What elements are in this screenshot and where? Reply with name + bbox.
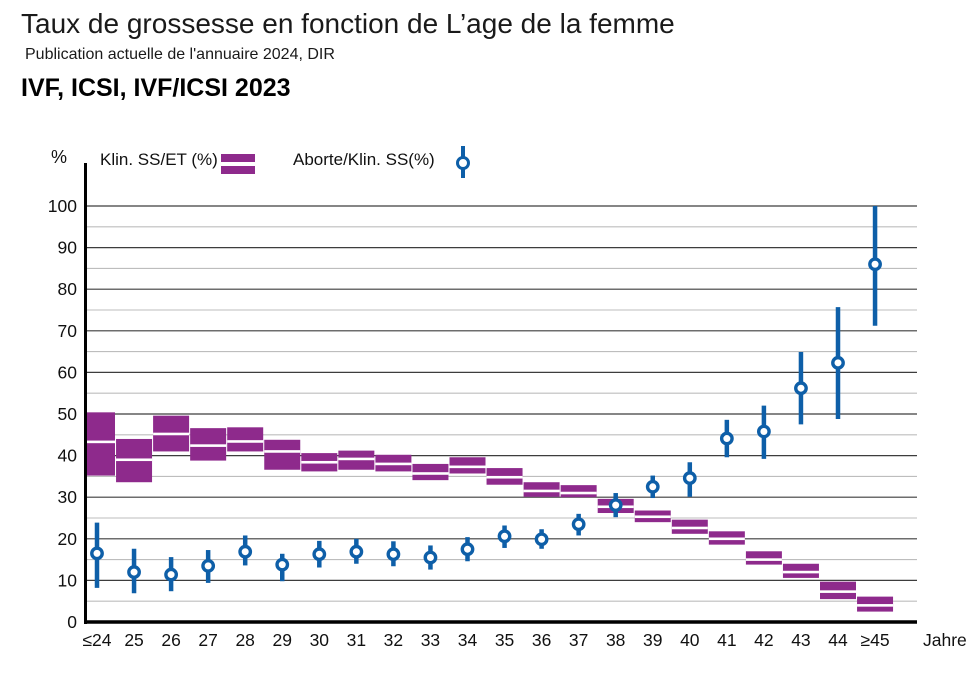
klin-ss-midline-43: [782, 570, 819, 574]
klin-ss-midline-30: [301, 460, 338, 464]
aborte-point-30: [312, 547, 327, 562]
y-tick-label-60: 60: [58, 362, 78, 382]
y-tick-label-50: 50: [58, 404, 78, 424]
y-tick-label-80: 80: [58, 279, 78, 299]
aborte-point-26: [164, 567, 179, 582]
x-tick-label-40: 40: [680, 630, 700, 650]
aborte-point-33: [423, 550, 438, 565]
klin-ss-box-29: [264, 439, 301, 470]
klin-ss-midline-≥45: [857, 604, 894, 607]
treatment-heading: IVF, ICSI, IVF/ICSI 2023: [21, 74, 291, 102]
aborte-point-40: [682, 471, 697, 485]
aborte-point-34: [460, 542, 475, 557]
klin-ss-midline-29: [264, 450, 301, 453]
y-tick-label-90: 90: [58, 238, 78, 258]
x-tick-label-26: 26: [161, 630, 180, 650]
aborte-point-28: [238, 544, 253, 559]
klin-ss-box-≤24: [86, 412, 115, 476]
aborte-point-≥45: [868, 257, 882, 272]
x-tick-label-38: 38: [606, 630, 625, 650]
x-tick-label-41: 41: [717, 630, 736, 650]
aborte-point-41: [719, 431, 734, 446]
x-tick-label-28: 28: [235, 630, 254, 650]
klin-ss-midline-≤24: [86, 440, 115, 444]
aborte-point-38: [608, 498, 623, 513]
x-tick-label-44: 44: [828, 630, 848, 650]
klin-ss-midline-26: [153, 432, 190, 436]
klin-ss-box-34: [449, 457, 486, 474]
y-tick-label-100: 100: [48, 196, 77, 216]
klin-ss-midline-28: [227, 440, 264, 443]
klin-ss-midline-31: [338, 457, 375, 461]
y-tick-label-0: 0: [67, 612, 77, 632]
aborte-point-42: [757, 424, 771, 439]
x-tick-label-27: 27: [198, 630, 217, 650]
x-tick-label-34: 34: [458, 630, 478, 650]
klin-ss-midline-44: [820, 590, 856, 593]
klin-ss-midline-27: [190, 444, 227, 447]
aborte-point-39: [645, 479, 660, 494]
klin-ss-midline-35: [486, 475, 523, 479]
klin-ss-midline-39: [634, 515, 671, 519]
x-tick-label-37: 37: [569, 630, 588, 650]
aborte-point-37: [571, 517, 586, 532]
klin-ss-box-28: [227, 427, 264, 452]
aborte-point-35: [497, 529, 512, 544]
y-tick-label-70: 70: [58, 321, 78, 341]
x-tick-label-39: 39: [643, 630, 662, 650]
y-tick-label-30: 30: [58, 487, 78, 507]
aborte-point-31: [349, 544, 364, 559]
aborte-point-27: [201, 558, 216, 573]
page-subtitle: Publication actuelle de l'annuaire 2024,…: [25, 46, 335, 63]
x-tick-label-35: 35: [495, 630, 514, 650]
x-axis-unit-label: Jahre: [923, 630, 967, 650]
x-tick-label-25: 25: [124, 630, 143, 650]
legend-label-klin-ss-et: Klin. SS/ET (%): [100, 150, 218, 169]
aborte-point-25: [127, 565, 141, 579]
aborte-point-44: [831, 355, 845, 370]
aborte-point-43: [794, 381, 808, 396]
double-bar-icon: [221, 154, 255, 174]
klin-ss-midline-40: [671, 526, 708, 530]
klin-ss-midline-41: [708, 537, 745, 541]
aborte-point-32: [386, 547, 401, 562]
klin-ss-box-33: [412, 463, 449, 481]
x-tick-label-≤24: ≤24: [82, 630, 111, 650]
klin-ss-midline-36: [523, 489, 560, 493]
x-tick-label-32: 32: [384, 630, 403, 650]
y-tick-label-10: 10: [58, 570, 78, 590]
x-tick-label-29: 29: [273, 630, 292, 650]
legend-label-aborte-klin-ss: Aborte/Klin. SS(%): [293, 150, 435, 169]
klin-ss-box-36: [523, 482, 560, 497]
y-tick-label-40: 40: [58, 446, 78, 466]
klin-ss-midline-32: [375, 462, 412, 466]
x-tick-label-≥45: ≥45: [861, 630, 890, 650]
x-tick-label-42: 42: [754, 630, 773, 650]
x-tick-label-36: 36: [532, 630, 551, 650]
klin-ss-midline-37: [560, 491, 597, 495]
x-tick-label-33: 33: [421, 630, 440, 650]
x-tick-label-31: 31: [347, 630, 366, 650]
klin-ss-box-37: [560, 485, 597, 498]
aborte-point-36: [534, 532, 549, 547]
klin-ss-box-42: [745, 551, 782, 565]
klin-ss-midline-33: [412, 472, 449, 475]
klin-ss-midline-34: [449, 465, 486, 469]
klin-ss-midline-25: [116, 458, 153, 462]
page-title: Taux de grossesse en fonction de L’age d…: [21, 8, 675, 39]
x-tick-label-30: 30: [310, 630, 330, 650]
point-with-errorbar-icon: [455, 146, 471, 178]
klin-ss-midline-42: [745, 558, 782, 561]
y-axis-unit-label: %: [51, 147, 68, 167]
x-tick-label-43: 43: [791, 630, 810, 650]
aborte-point-≤24: [90, 546, 104, 561]
y-tick-label-20: 20: [58, 529, 78, 549]
aborte-point-29: [275, 557, 290, 572]
